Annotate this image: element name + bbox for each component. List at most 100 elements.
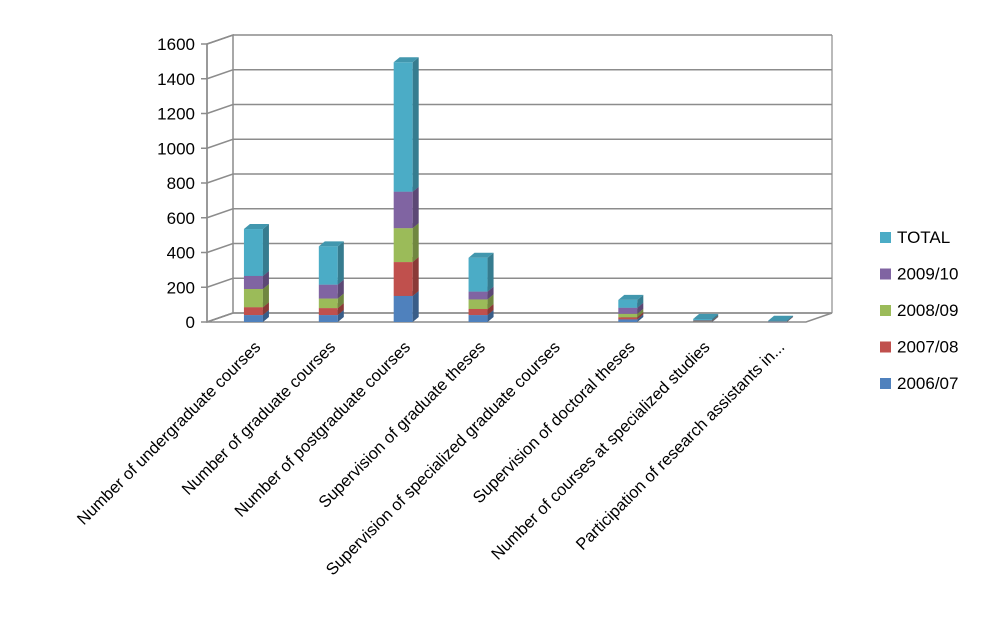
bar-front [768, 320, 788, 322]
bar-side [712, 315, 719, 322]
gridline-0 [206, 312, 832, 323]
bar-front [318, 284, 338, 299]
bar-front [318, 298, 338, 309]
bar-front [768, 321, 788, 322]
bar-side [412, 223, 419, 263]
gridline-800 [206, 173, 832, 184]
y-tick-label-600: 600 [167, 209, 195, 228]
bar-top [393, 57, 419, 63]
legend-item-2008/09: 2008/09 [880, 301, 958, 320]
legend-item-2009/10: 2009/10 [880, 265, 958, 284]
bar-front [693, 318, 713, 321]
legend-item-TOTAL: TOTAL [880, 228, 950, 247]
legend-item-2007/08: 2007/08 [880, 338, 958, 357]
bar-front [693, 321, 713, 322]
bar-front [393, 191, 413, 229]
y-tick-label-1000: 1000 [157, 139, 195, 158]
legend-swatch [880, 305, 891, 316]
bar-side [412, 290, 419, 322]
bar-top [243, 224, 269, 230]
bar-front [618, 317, 638, 320]
bar-front [318, 315, 338, 322]
bar-side [637, 312, 644, 320]
gridline-600 [206, 208, 832, 219]
bar-side [487, 310, 494, 322]
bar-TOTAL-cat-3 [468, 252, 494, 292]
bar-side [787, 315, 794, 322]
bar-front [393, 295, 413, 322]
x-axis-label-5: Supervision of doctoral theses [470, 338, 639, 507]
y-tick-label-1200: 1200 [157, 105, 195, 124]
bar-TOTAL-cat-7 [768, 315, 794, 322]
bar-front [468, 257, 488, 292]
y-axis-ticks: 0 200 400 600 800 1000 1200 1400 1600 [157, 35, 208, 332]
legend: TOTAL 2009/10 2008/09 2007/08 2006/07 [880, 228, 958, 393]
legend-label: 2007/08 [897, 338, 958, 357]
bar-top [468, 252, 494, 258]
gridline-1400 [206, 69, 832, 80]
gridline-1000 [206, 138, 832, 149]
bar-front [618, 299, 638, 308]
y-tick-label-400: 400 [167, 244, 195, 263]
legend-label: 2009/10 [897, 265, 958, 284]
gridlines [206, 34, 832, 323]
bar-side [637, 294, 644, 308]
bar-side [712, 316, 719, 322]
bar-TOTAL-cat-0 [243, 224, 269, 276]
bar-2008/09-cat-2 [393, 223, 419, 263]
bar-side [337, 279, 344, 299]
bar-TOTAL-cat-1 [318, 241, 344, 285]
bar-side [337, 303, 344, 316]
bar-side [637, 302, 644, 314]
bar-front [693, 320, 713, 322]
bar-side [487, 252, 494, 292]
bar-side [487, 286, 494, 300]
legend-swatch [880, 232, 891, 243]
bar-front [318, 246, 338, 285]
bar-front [693, 320, 713, 321]
bar-front [693, 321, 713, 322]
bar-side [787, 316, 794, 322]
bar-TOTAL-cat-5 [618, 294, 644, 308]
floor [206, 312, 833, 323]
bar-front [468, 308, 488, 316]
bar-side [787, 316, 794, 322]
legend-label: 2006/07 [897, 374, 958, 393]
x-axis-label-1: Number of graduate courses [179, 338, 340, 499]
bar-side [412, 186, 419, 229]
bar-side [637, 308, 644, 318]
y-tick-label-1600: 1600 [157, 35, 195, 54]
bar-side [262, 310, 269, 322]
bar-side [712, 313, 719, 321]
bar-side [712, 316, 719, 322]
bar-TOTAL-cat-6 [693, 313, 719, 321]
bar-front [243, 229, 263, 276]
legend-swatch [880, 378, 891, 389]
bar-side [487, 303, 494, 316]
bar-front [618, 319, 638, 322]
bar-front [243, 288, 263, 308]
bar-TOTAL-cat-2 [393, 57, 419, 192]
bar-front [468, 299, 488, 309]
legend-label: TOTAL [897, 228, 950, 247]
bar-side [337, 310, 344, 322]
bar-top [618, 294, 644, 300]
bar-side [262, 302, 269, 316]
bar-front [468, 291, 488, 300]
gridline-200 [206, 277, 832, 288]
bar-front [243, 275, 263, 289]
bar-front [393, 62, 413, 192]
bar-front [618, 313, 638, 318]
gridline-400 [206, 242, 832, 254]
legend-label: 2008/09 [897, 301, 958, 320]
y-tick-label-800: 800 [167, 174, 195, 193]
bar-side [787, 316, 794, 322]
bars [243, 57, 794, 323]
y-tick-label-1400: 1400 [157, 70, 195, 89]
bar-front [243, 315, 263, 322]
gridline-1600 [206, 34, 832, 45]
bar-side [487, 294, 494, 309]
y-tick-label-0: 0 [186, 313, 195, 332]
bar-side [262, 224, 269, 276]
legend-swatch [880, 341, 891, 353]
